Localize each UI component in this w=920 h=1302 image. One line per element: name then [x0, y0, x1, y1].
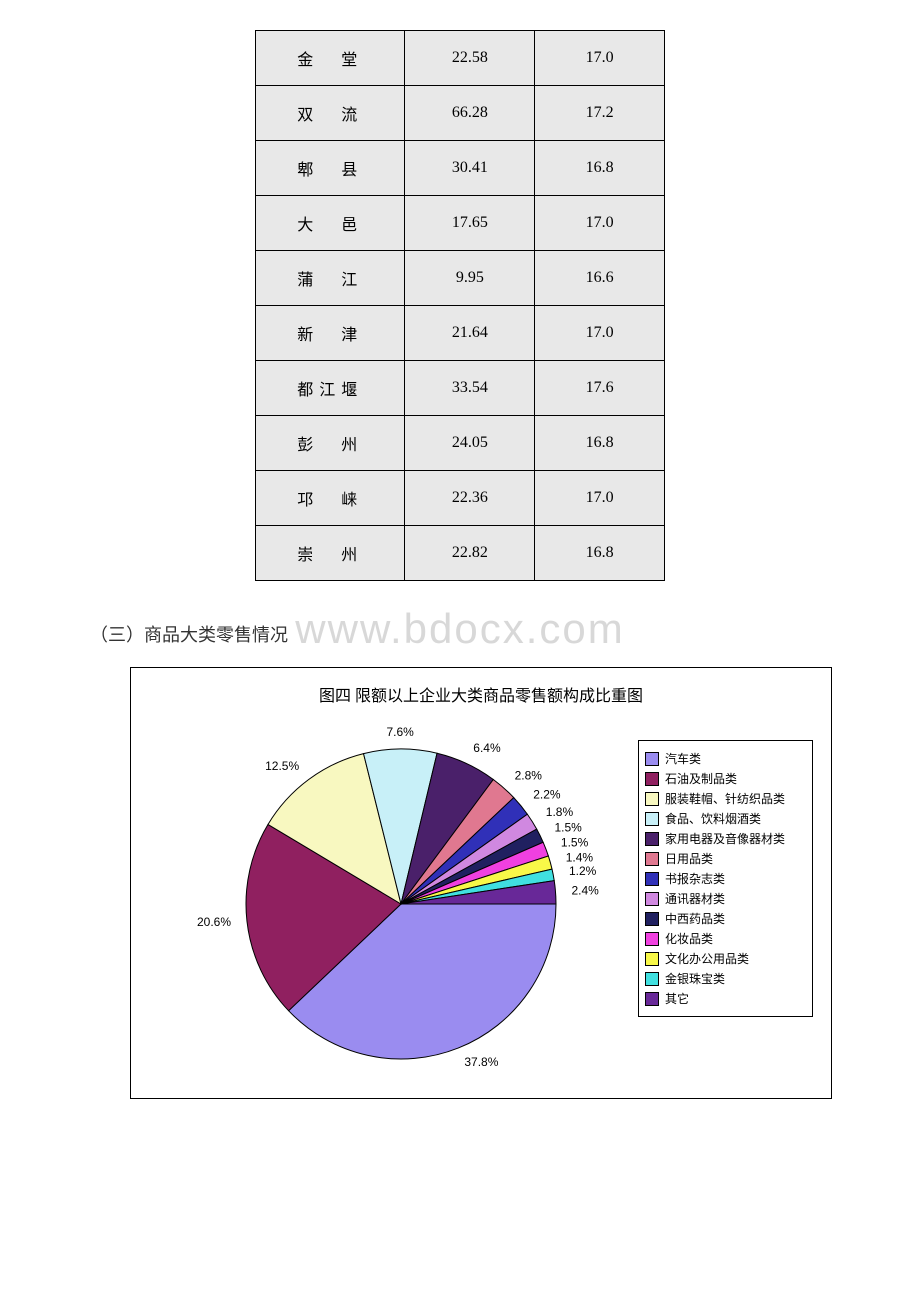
- legend-label: 其它: [665, 990, 689, 1007]
- table-cell: 蒲 江: [256, 251, 405, 306]
- table-cell: 邛 崃: [256, 471, 405, 526]
- legend-label: 通讯器材类: [665, 890, 725, 907]
- pie-slice-label: 1.2%: [569, 864, 597, 878]
- pie-slice-label: 1.5%: [554, 821, 582, 835]
- table-row: 崇 州22.8216.8: [256, 526, 665, 581]
- legend-label: 文化办公用品类: [665, 950, 749, 967]
- table-cell: 彭 州: [256, 416, 405, 471]
- table-cell: 22.36: [405, 471, 535, 526]
- chart-title: 图四 限额以上企业大类商品零售额构成比重图: [131, 682, 831, 706]
- legend-item: 中西药品类: [645, 910, 806, 927]
- table-row: 郫 县30.4116.8: [256, 141, 665, 196]
- table-cell: 16.8: [535, 526, 665, 581]
- table-row: 大 邑17.6517.0: [256, 196, 665, 251]
- legend-swatch-icon: [645, 912, 659, 926]
- table-cell: 17.65: [405, 196, 535, 251]
- table-cell: 16.8: [535, 416, 665, 471]
- legend-label: 日用品类: [665, 850, 713, 867]
- table-cell: 都江堰: [256, 361, 405, 416]
- legend-label: 食品、饮料烟酒类: [665, 810, 761, 827]
- legend-swatch-icon: [645, 872, 659, 886]
- legend-item: 化妆品类: [645, 930, 806, 947]
- legend-swatch-icon: [645, 792, 659, 806]
- legend-swatch-icon: [645, 752, 659, 766]
- legend-item: 金银珠宝类: [645, 970, 806, 987]
- pie-slice-label: 6.4%: [473, 741, 501, 755]
- pie-chart-container: 图四 限额以上企业大类商品零售额构成比重图 37.8% 20.6% 12.5% 7.6…: [130, 667, 832, 1099]
- legend-swatch-icon: [645, 972, 659, 986]
- legend-item: 食品、饮料烟酒类: [645, 810, 806, 827]
- legend-item: 通讯器材类: [645, 890, 806, 907]
- table-cell: 33.54: [405, 361, 535, 416]
- legend-item: 其它: [645, 990, 806, 1007]
- legend-item: 书报杂志类: [645, 870, 806, 887]
- table-cell: 30.41: [405, 141, 535, 196]
- legend-label: 中西药品类: [665, 910, 725, 927]
- table-cell: 双 流: [256, 86, 405, 141]
- pie-slice-label: 2.8%: [515, 768, 543, 782]
- pie-slice-label: 7.6%: [387, 725, 415, 739]
- table-cell: 22.82: [405, 526, 535, 581]
- pie-slice-label: 2.2%: [533, 788, 561, 802]
- table-cell: 22.58: [405, 31, 535, 86]
- table-cell: 17.0: [535, 196, 665, 251]
- table-cell: 16.6: [535, 251, 665, 306]
- legend-label: 服装鞋帽、针纺织品类: [665, 790, 785, 807]
- table-cell: 17.0: [535, 31, 665, 86]
- legend-item: 服装鞋帽、针纺织品类: [645, 790, 806, 807]
- legend-label: 书报杂志类: [665, 870, 725, 887]
- legend-swatch-icon: [645, 992, 659, 1006]
- table-cell: 新 津: [256, 306, 405, 361]
- table-row: 都江堰33.5417.6: [256, 361, 665, 416]
- table-cell: 17.0: [535, 471, 665, 526]
- page-container: www.bdocx.com 金 堂22.5817.0双 流66.2817.2郫 …: [0, 0, 920, 1159]
- legend-swatch-icon: [645, 932, 659, 946]
- legend-item: 文化办公用品类: [645, 950, 806, 967]
- table-cell: 金 堂: [256, 31, 405, 86]
- region-data-table: 金 堂22.5817.0双 流66.2817.2郫 县30.4116.8大 邑1…: [255, 30, 665, 581]
- pie-chart-svg: 37.8%20.6%12.5%7.6%6.4%2.8%2.2%1.8%1.5%1…: [171, 704, 651, 1104]
- legend-label: 石油及制品类: [665, 770, 737, 787]
- table-cell: 大 邑: [256, 196, 405, 251]
- table-cell: 9.95: [405, 251, 535, 306]
- legend-swatch-icon: [645, 852, 659, 866]
- table-cell: 21.64: [405, 306, 535, 361]
- chart-legend: 汽车类石油及制品类服装鞋帽、针纺织品类食品、饮料烟酒类家用电器及音像器材类日用品…: [638, 740, 813, 1017]
- pie-slice-label: 2.4%: [572, 883, 600, 897]
- legend-label: 金银珠宝类: [665, 970, 725, 987]
- table-cell: 66.28: [405, 86, 535, 141]
- legend-swatch-icon: [645, 772, 659, 786]
- table-cell: 17.6: [535, 361, 665, 416]
- table-row: 双 流66.2817.2: [256, 86, 665, 141]
- pie-slice-label: 1.5%: [561, 836, 589, 850]
- legend-swatch-icon: [645, 812, 659, 826]
- table-cell: 17.0: [535, 306, 665, 361]
- table-row: 邛 崃22.3617.0: [256, 471, 665, 526]
- table-row: 新 津21.6417.0: [256, 306, 665, 361]
- table-row: 金 堂22.5817.0: [256, 31, 665, 86]
- pie-slice-label: 1.8%: [546, 805, 574, 819]
- table-cell: 17.2: [535, 86, 665, 141]
- pie-slice-label: 37.8%: [464, 1055, 498, 1069]
- table-row: 蒲 江9.9516.6: [256, 251, 665, 306]
- pie-slice-label: 20.6%: [197, 915, 231, 929]
- table-cell: 24.05: [405, 416, 535, 471]
- table-row: 彭 州24.0516.8: [256, 416, 665, 471]
- legend-label: 化妆品类: [665, 930, 713, 947]
- pie-slice-label: 12.5%: [265, 759, 299, 773]
- legend-swatch-icon: [645, 892, 659, 906]
- legend-item: 汽车类: [645, 750, 806, 767]
- table-cell: 崇 州: [256, 526, 405, 581]
- legend-swatch-icon: [645, 952, 659, 966]
- pie-slice-label: 1.4%: [566, 850, 594, 864]
- legend-swatch-icon: [645, 832, 659, 846]
- legend-item: 家用电器及音像器材类: [645, 830, 806, 847]
- table-cell: 16.8: [535, 141, 665, 196]
- section-heading: （三）商品大类零售情况: [90, 621, 830, 647]
- legend-item: 石油及制品类: [645, 770, 806, 787]
- table-cell: 郫 县: [256, 141, 405, 196]
- legend-item: 日用品类: [645, 850, 806, 867]
- legend-label: 汽车类: [665, 750, 701, 767]
- legend-label: 家用电器及音像器材类: [665, 830, 785, 847]
